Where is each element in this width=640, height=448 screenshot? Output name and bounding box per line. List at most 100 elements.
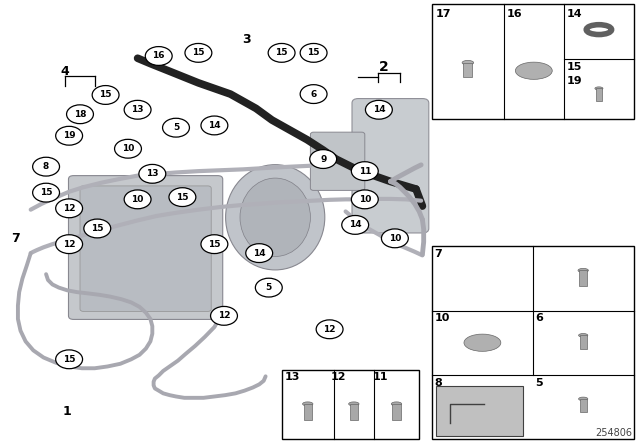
Circle shape bbox=[268, 43, 295, 62]
Circle shape bbox=[33, 183, 60, 202]
Text: 12: 12 bbox=[63, 204, 76, 213]
Text: 8: 8 bbox=[43, 162, 49, 171]
Text: 14: 14 bbox=[253, 249, 266, 258]
Bar bbox=[579, 271, 588, 286]
Text: 15: 15 bbox=[192, 48, 205, 57]
Text: 7: 7 bbox=[435, 249, 442, 258]
Text: 6: 6 bbox=[310, 90, 317, 99]
Ellipse shape bbox=[477, 395, 488, 399]
Text: 17: 17 bbox=[435, 9, 451, 19]
Text: 11: 11 bbox=[373, 372, 388, 382]
FancyBboxPatch shape bbox=[432, 4, 634, 119]
Ellipse shape bbox=[303, 402, 313, 406]
Bar bbox=[463, 63, 472, 78]
Bar bbox=[392, 404, 401, 420]
Circle shape bbox=[163, 118, 189, 137]
Text: 15: 15 bbox=[99, 90, 112, 99]
Text: 12: 12 bbox=[63, 240, 76, 249]
Circle shape bbox=[84, 219, 111, 238]
Circle shape bbox=[201, 235, 228, 254]
Circle shape bbox=[185, 43, 212, 62]
Circle shape bbox=[92, 86, 119, 104]
Text: 15: 15 bbox=[176, 193, 189, 202]
Text: 14: 14 bbox=[349, 220, 362, 229]
Text: 11: 11 bbox=[358, 167, 371, 176]
Circle shape bbox=[300, 43, 327, 62]
Text: 1: 1 bbox=[63, 405, 72, 418]
Circle shape bbox=[56, 235, 83, 254]
Text: 6: 6 bbox=[535, 313, 543, 323]
Circle shape bbox=[300, 85, 327, 103]
Text: 15: 15 bbox=[91, 224, 104, 233]
Text: 15: 15 bbox=[208, 240, 221, 249]
Text: 4: 4 bbox=[61, 65, 70, 78]
Circle shape bbox=[316, 320, 343, 339]
Ellipse shape bbox=[579, 397, 588, 401]
FancyBboxPatch shape bbox=[352, 99, 429, 233]
Text: 10: 10 bbox=[122, 144, 134, 153]
Text: 15: 15 bbox=[307, 48, 320, 57]
Text: 14: 14 bbox=[566, 9, 582, 19]
Text: 12: 12 bbox=[218, 311, 230, 320]
Bar bbox=[580, 399, 587, 413]
Ellipse shape bbox=[349, 402, 359, 406]
Circle shape bbox=[351, 162, 378, 181]
Circle shape bbox=[246, 244, 273, 263]
Text: 14: 14 bbox=[372, 105, 385, 114]
Text: 2: 2 bbox=[379, 60, 389, 74]
Text: 10: 10 bbox=[358, 195, 371, 204]
Text: 5: 5 bbox=[173, 123, 179, 132]
Bar bbox=[304, 404, 312, 420]
Circle shape bbox=[310, 150, 337, 168]
Text: 15: 15 bbox=[40, 188, 52, 197]
Ellipse shape bbox=[595, 87, 603, 90]
Circle shape bbox=[56, 126, 83, 145]
Circle shape bbox=[381, 229, 408, 248]
Circle shape bbox=[255, 278, 282, 297]
Ellipse shape bbox=[579, 333, 588, 337]
FancyBboxPatch shape bbox=[80, 186, 211, 311]
Circle shape bbox=[211, 306, 237, 325]
Text: 14: 14 bbox=[208, 121, 221, 130]
Text: 13: 13 bbox=[131, 105, 144, 114]
Text: 19: 19 bbox=[63, 131, 76, 140]
Text: 7: 7 bbox=[12, 232, 20, 245]
Circle shape bbox=[115, 139, 141, 158]
FancyBboxPatch shape bbox=[310, 132, 365, 190]
Circle shape bbox=[124, 190, 151, 209]
Ellipse shape bbox=[240, 178, 310, 256]
Text: 13: 13 bbox=[284, 372, 300, 382]
Text: 254806: 254806 bbox=[595, 428, 632, 438]
Ellipse shape bbox=[578, 268, 588, 272]
Text: 9: 9 bbox=[320, 155, 326, 164]
Bar bbox=[580, 335, 587, 349]
Ellipse shape bbox=[391, 402, 402, 406]
Circle shape bbox=[169, 188, 196, 207]
Circle shape bbox=[342, 215, 369, 234]
Text: 18: 18 bbox=[74, 110, 86, 119]
Text: 3: 3 bbox=[242, 33, 251, 46]
Ellipse shape bbox=[464, 334, 501, 351]
Text: 12: 12 bbox=[330, 372, 346, 382]
FancyBboxPatch shape bbox=[68, 176, 223, 319]
Text: 15: 15 bbox=[63, 355, 76, 364]
Circle shape bbox=[351, 190, 378, 209]
Text: 8: 8 bbox=[435, 378, 442, 388]
Ellipse shape bbox=[226, 165, 325, 270]
Text: 10: 10 bbox=[388, 234, 401, 243]
Ellipse shape bbox=[462, 60, 474, 65]
Circle shape bbox=[365, 100, 392, 119]
Circle shape bbox=[139, 164, 166, 183]
Text: 16: 16 bbox=[152, 52, 165, 60]
FancyBboxPatch shape bbox=[432, 246, 634, 439]
Circle shape bbox=[124, 100, 151, 119]
Bar bbox=[596, 88, 602, 101]
Text: 15: 15 bbox=[275, 48, 288, 57]
Text: 15: 15 bbox=[566, 61, 582, 72]
Text: 19: 19 bbox=[566, 76, 582, 86]
Text: 12: 12 bbox=[323, 325, 336, 334]
Circle shape bbox=[56, 199, 83, 218]
FancyBboxPatch shape bbox=[282, 370, 419, 439]
Circle shape bbox=[67, 105, 93, 124]
Text: 10: 10 bbox=[435, 313, 450, 323]
